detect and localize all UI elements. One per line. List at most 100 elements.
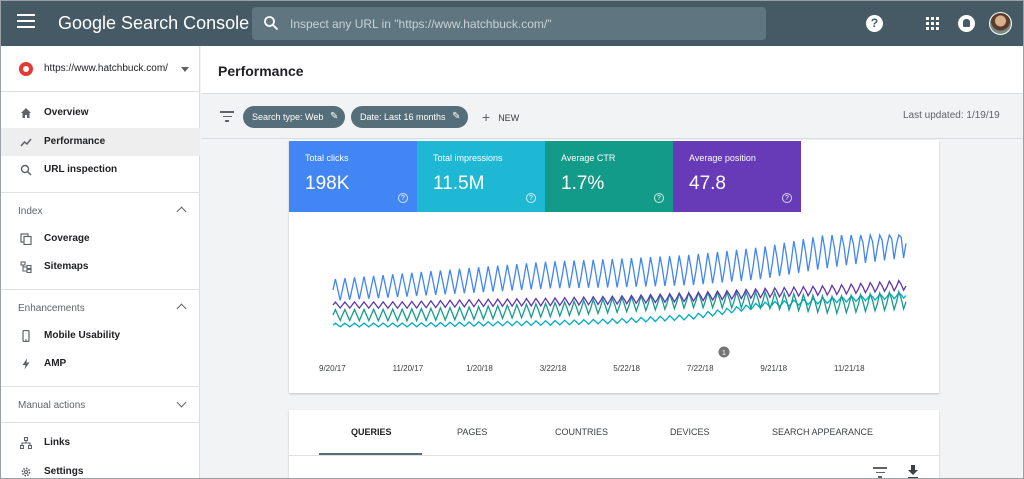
metric-total-clicks[interactable]: Total clicks 198K ? <box>289 141 417 212</box>
menu-icon[interactable] <box>17 14 35 32</box>
search-type-chip[interactable]: Search type: Web ✎ <box>243 106 346 128</box>
sitemap-icon <box>20 261 32 273</box>
metric-total-impressions[interactable]: Total impressions 11.5M ? <box>417 141 545 212</box>
filter-bar: Search type: Web ✎ Date: Last 16 months … <box>201 95 1023 139</box>
sidebar-item-sitemaps[interactable]: Sitemaps <box>1 253 200 281</box>
app-title: Google Search Console <box>58 13 250 33</box>
help-circle-icon[interactable]: ? <box>654 193 664 203</box>
page-header: Performance <box>201 46 1023 94</box>
x-tick-label: 5/22/18 <box>613 364 640 373</box>
metric-average-ctr[interactable]: Average CTR 1.7% ? <box>545 141 673 212</box>
divider <box>1 192 200 193</box>
sidebar-item-label: AMP <box>44 358 67 369</box>
filter-icon[interactable] <box>873 467 887 478</box>
metric-label: Average CTR <box>561 153 616 163</box>
chart-series-line-0 <box>332 232 907 301</box>
chart-series-line-3 <box>332 279 907 310</box>
sidebar-item-label: Settings <box>44 466 84 477</box>
metric-average-position[interactable]: Average position 47.8 ? <box>673 141 801 212</box>
annotation-marker-label: 1 <box>722 350 726 357</box>
help-circle-icon[interactable]: ? <box>526 193 536 203</box>
metric-value: 198K <box>305 173 350 194</box>
metric-value: 11.5M <box>433 173 485 194</box>
metric-label: Average position <box>689 153 756 163</box>
chevron-down-icon <box>176 397 187 408</box>
section-label: Index <box>18 206 43 217</box>
x-tick-label: 9/21/18 <box>760 364 787 373</box>
chip-label: Search type: Web <box>252 112 324 122</box>
section-label: Manual actions <box>18 400 86 411</box>
edit-pencil-icon: ✎ <box>452 111 461 122</box>
sidebar: https://www.hatchbuck.com/ Overview Perf… <box>1 46 200 478</box>
x-tick-label: 11/21/18 <box>834 364 865 373</box>
search-icon <box>264 16 279 31</box>
trending-icon <box>20 138 32 147</box>
last-updated-text: Last updated: 1/19/19 <box>903 110 1000 121</box>
help-circle-icon[interactable]: ? <box>398 193 408 203</box>
section-label: Enhancements <box>18 303 85 314</box>
edit-pencil-icon: ✎ <box>329 111 339 122</box>
sidebar-item-label: Performance <box>44 136 106 147</box>
section-enhancements[interactable]: Enhancements <box>1 295 200 321</box>
links-icon <box>20 437 32 449</box>
divider <box>1 289 200 290</box>
sidebar-item-links[interactable]: Links <box>1 429 200 457</box>
property-url: https://www.hatchbuck.com/ <box>44 63 168 74</box>
section-manual-actions[interactable]: Manual actions <box>1 392 200 418</box>
annotation-marker[interactable]: 1 <box>718 346 730 358</box>
top-bar: Google Search Console ? <box>1 1 1023 46</box>
sidebar-item-amp[interactable]: AMP <box>1 350 200 378</box>
tab-queries[interactable]: QUERIES <box>351 427 392 437</box>
property-selector[interactable]: https://www.hatchbuck.com/ <box>1 46 200 92</box>
x-tick-label: 7/22/18 <box>687 364 714 373</box>
sidebar-item-overview[interactable]: Overview <box>1 99 200 127</box>
bolt-icon <box>22 358 30 370</box>
gear-icon <box>21 467 31 477</box>
chart-series-line-2 <box>332 289 907 323</box>
chart-series-line-1 <box>332 291 907 328</box>
sidebar-item-performance[interactable]: Performance <box>1 128 200 156</box>
sidebar-item-mobile-usability[interactable]: Mobile Usability <box>1 322 200 350</box>
x-tick-label: 3/22/18 <box>540 364 567 373</box>
x-tick-label: 9/20/17 <box>319 364 346 373</box>
plus-icon: + <box>482 109 491 125</box>
sidebar-item-label: Overview <box>44 107 89 118</box>
sidebar-item-label: URL inspection <box>44 164 118 175</box>
sidebar-item-url-inspection[interactable]: URL inspection <box>1 156 200 184</box>
divider <box>289 455 939 456</box>
x-tick-label: 1/20/18 <box>466 364 493 373</box>
section-index[interactable]: Index <box>1 198 200 224</box>
tab-devices[interactable]: DEVICES <box>670 427 710 437</box>
dimension-tabs-card: QUERIES PAGES COUNTRIES DEVICES SEARCH A… <box>289 410 939 479</box>
new-filter-label: NEW <box>498 113 520 123</box>
tab-pages[interactable]: PAGES <box>457 427 488 437</box>
metric-value: 47.8 <box>689 173 726 194</box>
chip-label: Date: Last 16 months <box>360 112 446 122</box>
performance-line-chart: 9/20/17 11/20/17 1/20/18 3/22/18 5/22/18 7/22… <box>319 232 907 373</box>
filter-icon[interactable] <box>220 111 234 122</box>
notifications-icon[interactable] <box>958 15 975 32</box>
sidebar-item-settings[interactable]: Settings <box>1 458 200 478</box>
apps-grid-icon[interactable] <box>926 17 939 30</box>
caret-down-icon <box>181 67 189 72</box>
metric-label: Total clicks <box>305 153 349 163</box>
help-icon[interactable]: ? <box>866 15 883 32</box>
date-range-chip[interactable]: Date: Last 16 months ✎ <box>351 106 468 128</box>
help-circle-icon[interactable]: ? <box>782 193 792 203</box>
home-icon <box>21 108 31 118</box>
sidebar-item-coverage[interactable]: Coverage <box>1 225 200 253</box>
active-tab-indicator <box>319 453 422 455</box>
tab-countries[interactable]: COUNTRIES <box>555 427 609 437</box>
new-filter-button[interactable]: + NEW <box>482 109 519 125</box>
divider <box>1 422 200 423</box>
sidebar-item-label: Sitemaps <box>44 261 89 272</box>
chevron-up-icon <box>176 303 187 314</box>
account-avatar[interactable] <box>989 12 1012 35</box>
x-tick-label: 11/20/17 <box>393 364 424 373</box>
url-inspect-search[interactable] <box>252 7 766 40</box>
download-icon[interactable] <box>907 465 919 479</box>
page-title: Performance <box>218 63 304 79</box>
tab-search-appearance[interactable]: SEARCH APPEARANCE <box>772 427 874 437</box>
url-inspect-input[interactable] <box>290 7 750 40</box>
